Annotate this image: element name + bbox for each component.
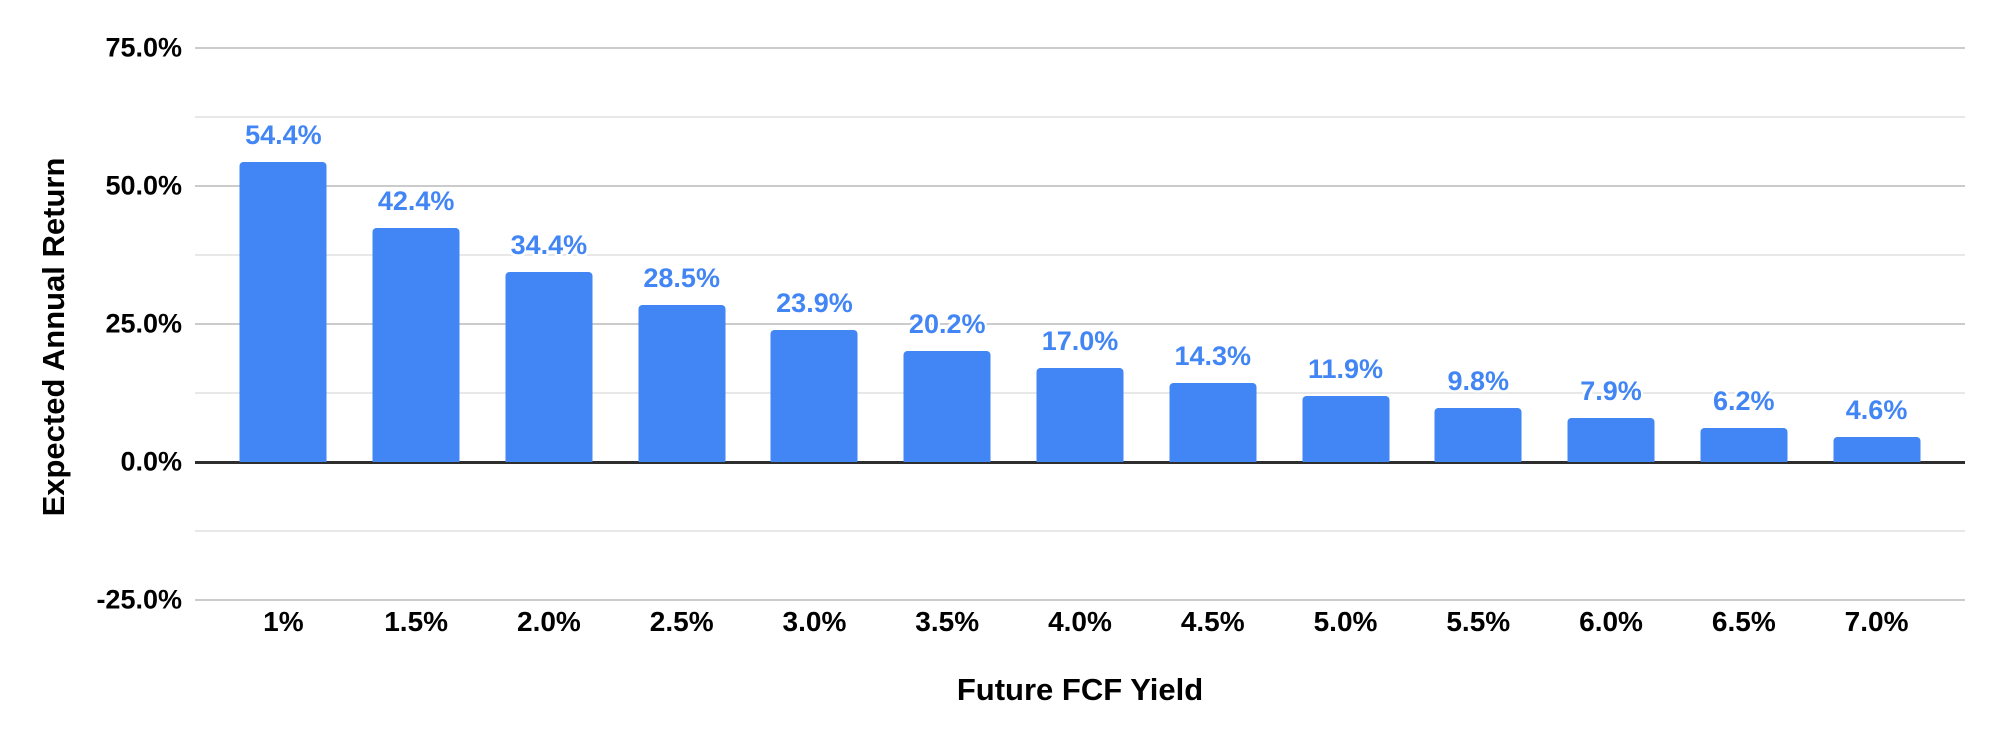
zero-axis-line xyxy=(195,461,1965,464)
bar-value-label: 7.9% xyxy=(1580,376,1642,407)
bar xyxy=(1302,396,1389,462)
x-tick-label: 7.0% xyxy=(1844,606,1909,637)
bar-column: 23.9% xyxy=(748,48,881,600)
y-tick-label: 25.0% xyxy=(105,308,182,339)
bar xyxy=(1036,368,1124,462)
bar-value-label: 28.5% xyxy=(643,262,720,293)
bar xyxy=(505,272,593,462)
bar xyxy=(1700,427,1788,462)
bar-column: 6.2% xyxy=(1677,48,1810,600)
bar-value-label: 6.2% xyxy=(1713,385,1775,416)
bar-column: 20.2% xyxy=(881,48,1014,600)
y-tick-label: 0.0% xyxy=(120,446,182,477)
x-tick-label: 3.0% xyxy=(782,606,847,637)
bar-column: 14.3% xyxy=(1146,48,1279,600)
bar-column: 9.8% xyxy=(1412,48,1545,600)
bar-value-label: 17.0% xyxy=(1041,326,1119,357)
bars-layer: 54.4% 42.4% 34.4% 28.5% 23.9% 20.2% 17.0% 14.3%… xyxy=(195,48,1965,600)
bar-column: 7.9% xyxy=(1545,48,1678,600)
bar xyxy=(239,161,327,462)
major-gridline xyxy=(195,599,1965,601)
bar-column: 17.0% xyxy=(1014,48,1147,600)
major-gridline xyxy=(195,323,1965,325)
x-axis-tick-labels: 1% 1.5% 2.0% 2.5% 3.0% 3.5% 4.0% 4.5% 5.0% 5.5% 6.… xyxy=(195,600,1965,644)
x-axis-title: Future FCF Yield xyxy=(956,672,1204,707)
bar-value-label: 23.9% xyxy=(776,288,853,319)
bar-value-label: 20.2% xyxy=(908,308,986,339)
bar-value-label: 9.8% xyxy=(1447,365,1510,396)
bar xyxy=(1169,383,1257,462)
minor-gridline xyxy=(195,254,1965,256)
x-tick-label: 6.5% xyxy=(1711,606,1776,637)
bar-value-label: 54.4% xyxy=(245,119,322,150)
bar-column: 54.4% xyxy=(217,48,350,600)
bar xyxy=(1833,436,1921,462)
x-tick-label: 6.0% xyxy=(1579,606,1643,637)
major-gridline xyxy=(195,47,1965,49)
plot-area: 54.4% 42.4% 34.4% 28.5% 23.9% 20.2% 17.0% 14.3%… xyxy=(195,47,1965,601)
x-tick-label: 4.0% xyxy=(1048,606,1112,637)
bar xyxy=(1567,418,1655,462)
minor-gridline xyxy=(195,116,1965,118)
bar xyxy=(372,227,460,462)
bar xyxy=(903,350,991,462)
bar-column: 4.6% xyxy=(1810,48,1943,600)
bar xyxy=(1434,407,1522,462)
x-tick-label: 5.0% xyxy=(1313,606,1378,637)
bar-column: 34.4% xyxy=(483,48,616,600)
bar-value-label: 42.4% xyxy=(377,185,455,216)
y-axis-tick-labels: 75.0% 50.0% 25.0% 0.0% -25.0% xyxy=(0,33,182,615)
bar-value-label: 11.9% xyxy=(1307,354,1384,385)
bar xyxy=(638,304,726,462)
bar-value-label: 14.3% xyxy=(1174,341,1252,372)
bar xyxy=(770,330,858,462)
x-tick-label: 2.0% xyxy=(517,606,581,637)
x-tick-label: 1.5% xyxy=(384,606,449,637)
x-tick-label: 3.5% xyxy=(915,606,980,637)
bar-column: 28.5% xyxy=(615,48,748,600)
x-tick-label: 1% xyxy=(263,606,304,637)
bar-column: 11.9% xyxy=(1279,48,1412,600)
x-tick-label: 4.5% xyxy=(1180,606,1245,637)
x-tick-label: 5.5% xyxy=(1446,606,1511,637)
bar-value-label: 4.6% xyxy=(1845,394,1908,425)
y-tick-label: 75.0% xyxy=(105,32,182,63)
x-tick-label: 2.5% xyxy=(649,606,714,637)
major-gridline xyxy=(195,185,1965,187)
y-tick-label: -25.0% xyxy=(96,584,182,615)
minor-gridline xyxy=(195,530,1965,532)
bar-column: 42.4% xyxy=(350,48,483,600)
bar-value-label: 34.4% xyxy=(510,230,588,261)
y-tick-label: 50.0% xyxy=(105,170,182,201)
